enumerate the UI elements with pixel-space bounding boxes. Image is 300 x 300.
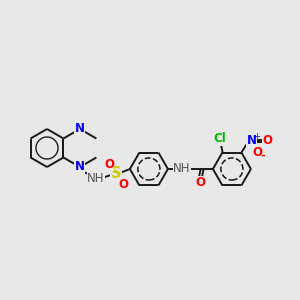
Text: +: + [253,132,260,141]
Text: N: N [75,160,85,173]
Text: NH: NH [87,172,105,185]
Text: O: O [195,176,205,190]
Text: O: O [252,146,262,159]
Text: -: - [260,151,265,160]
Text: NH: NH [173,163,191,176]
Text: O: O [118,178,128,190]
Text: S: S [111,167,121,182]
Text: N: N [75,122,85,136]
Text: O: O [104,158,114,170]
Text: O: O [262,134,272,147]
Text: Cl: Cl [213,132,226,145]
Text: N: N [246,134,256,147]
